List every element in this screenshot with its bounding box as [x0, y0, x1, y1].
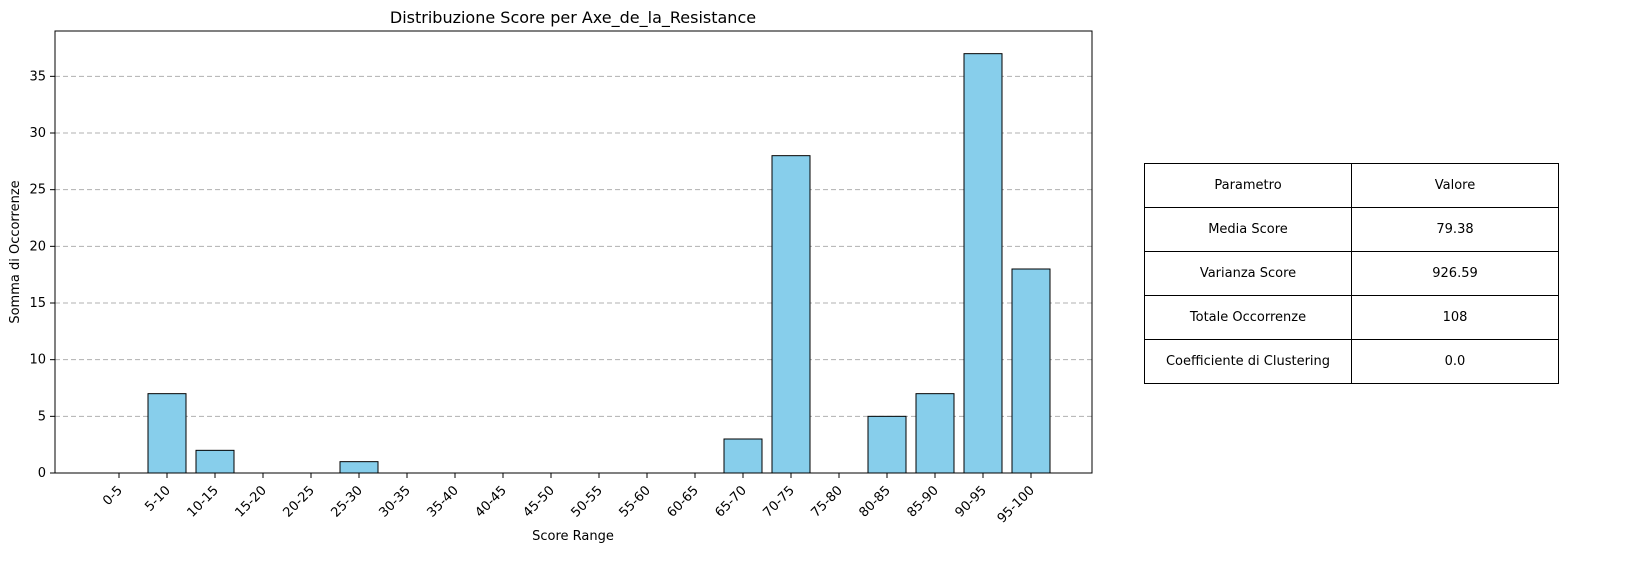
x-tick-label: 35-40 — [425, 483, 462, 520]
x-tick-label: 95-100 — [995, 483, 1038, 526]
bar-25-30 — [339, 461, 379, 474]
bars — [147, 53, 1051, 474]
bar-95-100 — [1011, 268, 1051, 474]
x-tick-label: 0-5 — [100, 483, 126, 509]
table-cell-param: Media Score — [1144, 207, 1352, 252]
x-tick-label: 60-65 — [665, 483, 702, 520]
table-header-cell: Parametro — [1144, 163, 1352, 208]
x-tick-label: 55-60 — [617, 483, 654, 520]
x-tick-label: 65-70 — [713, 483, 750, 520]
y-tick-label: 10 — [29, 353, 46, 368]
bar-70-75 — [771, 155, 811, 474]
x-tick-label: 5-10 — [142, 483, 173, 514]
x-tick-label: 85-90 — [905, 483, 942, 520]
table-header-cell: Valore — [1351, 163, 1559, 208]
x-tick-label: 80-85 — [857, 483, 894, 520]
table-row: Varianza Score 926.59 — [1144, 251, 1559, 296]
x-tick-label: 70-75 — [761, 483, 798, 520]
bar-65-70 — [723, 438, 763, 474]
table-cell-value: 79.38 — [1351, 207, 1559, 252]
y-axis-ticks: 0 5 10 15 20 25 30 35 — [29, 69, 55, 481]
table-cell-param: Varianza Score — [1144, 251, 1352, 296]
x-tick-label: 40-45 — [473, 483, 510, 520]
table-cell-value: 926.59 — [1351, 251, 1559, 296]
x-tick-label: 50-55 — [569, 483, 606, 520]
table-cell-param: Coefficiente di Clustering — [1144, 339, 1352, 384]
chart-title: Distribuzione Score per Axe_de_la_Resist… — [390, 8, 756, 28]
plot-frame — [54, 30, 1093, 474]
y-tick-label: 35 — [29, 69, 46, 84]
bar-80-85 — [867, 415, 907, 474]
x-tick-label: 10-15 — [185, 483, 222, 520]
table-cell-value: 0.0 — [1351, 339, 1559, 384]
bar-chart: Distribuzione Score per Axe_de_la_Resist… — [8, 8, 1093, 544]
y-tick-label: 25 — [29, 183, 46, 198]
y-tick-label: 30 — [29, 126, 46, 141]
bar-10-15 — [195, 449, 235, 474]
x-tick-label: 20-25 — [281, 483, 318, 520]
x-tick-label: 45-50 — [521, 483, 558, 520]
table-row: Media Score 79.38 — [1144, 207, 1559, 252]
y-tick-label: 20 — [29, 239, 46, 254]
stats-table: Parametro Valore Media Score 79.38 Varia… — [1144, 163, 1559, 384]
table-row: Totale Occorrenze 108 — [1144, 295, 1559, 340]
table-cell-value: 108 — [1351, 295, 1559, 340]
table-header-row: Parametro Valore — [1144, 163, 1559, 208]
x-axis-ticks: 0-5 5-10 10-15 15-20 20-25 25-30 30-35 35-40 40-… — [100, 473, 1038, 526]
x-tick-label: 15-20 — [233, 483, 270, 520]
y-tick-label: 15 — [29, 296, 46, 311]
y-tick-label: 0 — [38, 466, 46, 481]
x-tick-label: 30-35 — [377, 483, 414, 520]
y-tick-label: 5 — [38, 409, 46, 424]
bar-90-95 — [963, 53, 1003, 474]
bar-5-10 — [147, 393, 187, 474]
x-tick-label: 75-80 — [809, 483, 846, 520]
table-cell-param: Totale Occorrenze — [1144, 295, 1352, 340]
x-tick-label: 25-30 — [329, 483, 366, 520]
x-axis-label: Score Range — [532, 529, 614, 544]
bar-85-90 — [915, 393, 955, 474]
x-tick-label: 90-95 — [953, 483, 990, 520]
table-row: Coefficiente di Clustering 0.0 — [1144, 339, 1559, 384]
y-axis-label: Somma di Occorrenze — [8, 180, 23, 323]
